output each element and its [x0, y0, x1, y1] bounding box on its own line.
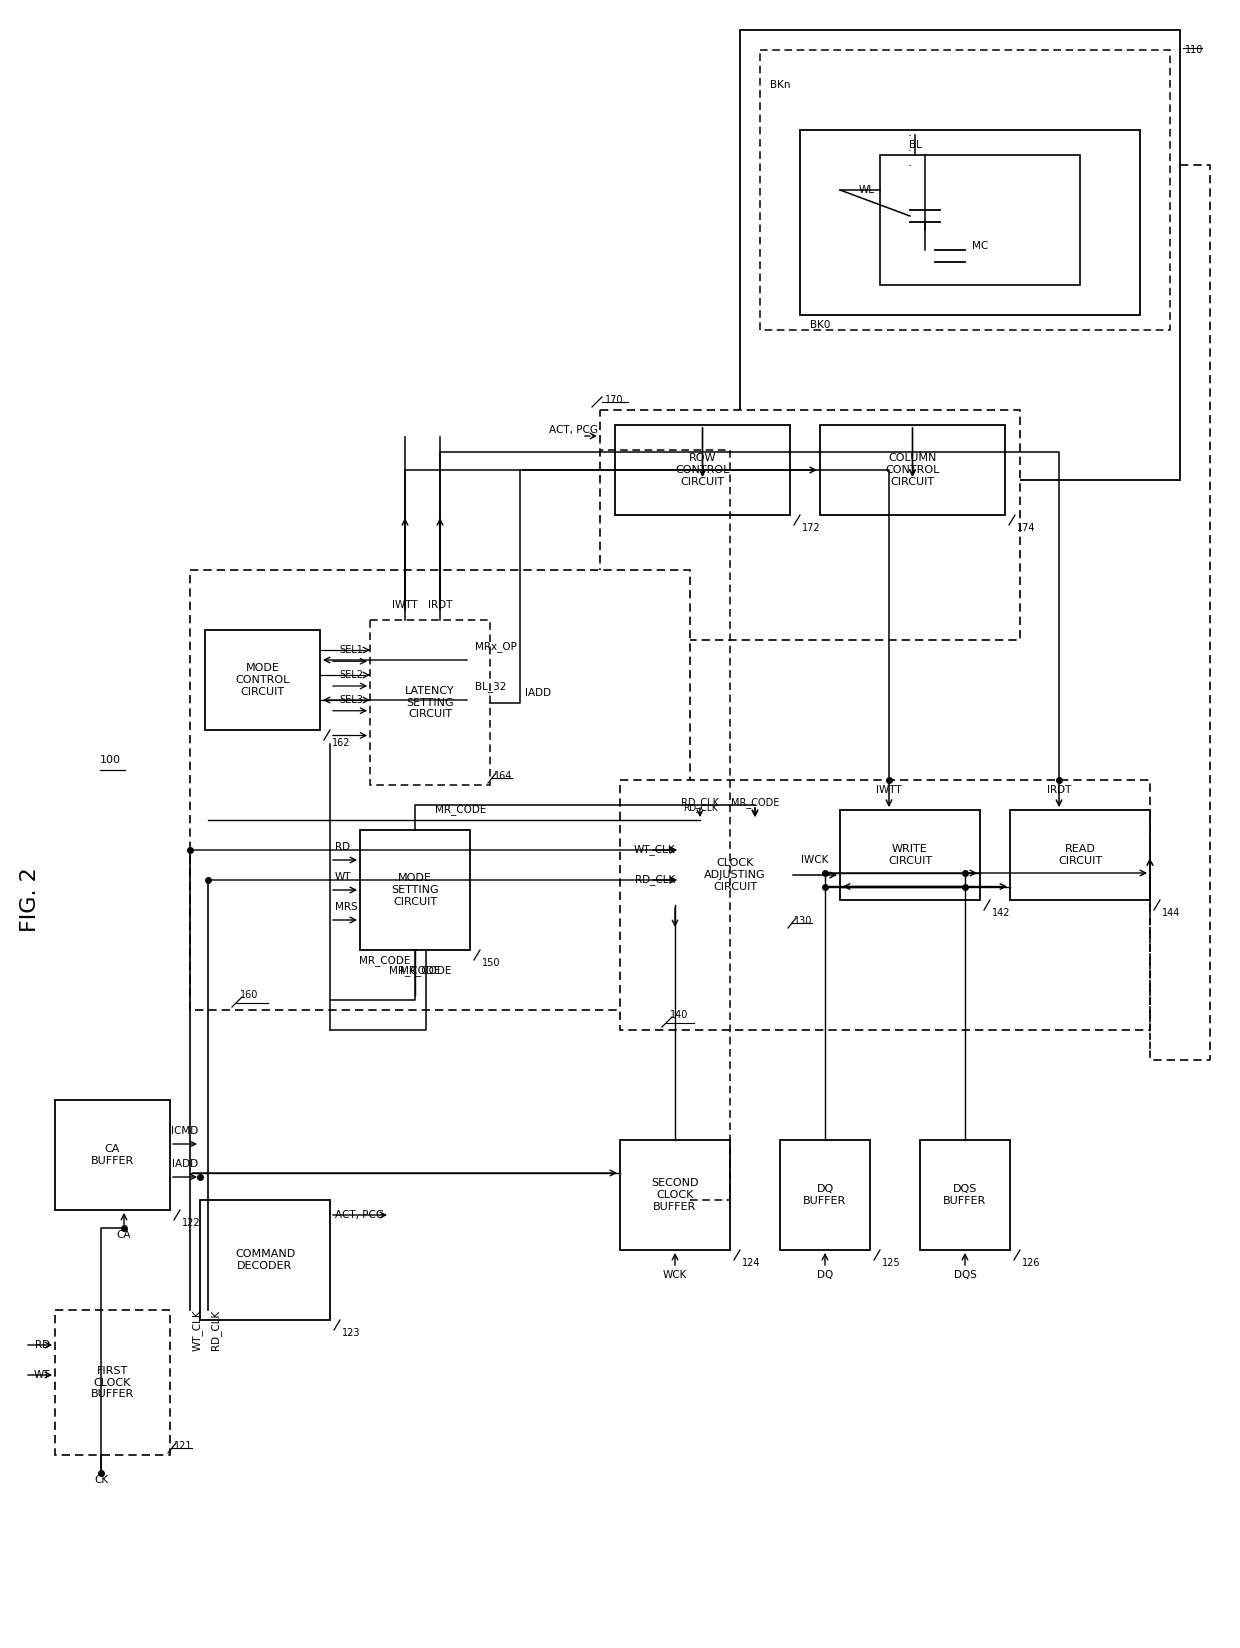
Text: 170: 170	[605, 396, 624, 405]
Text: BKn: BKn	[770, 81, 791, 91]
Text: ACT, PCG: ACT, PCG	[335, 1210, 384, 1220]
Text: DQS: DQS	[954, 1271, 976, 1280]
Bar	[620, 780, 1149, 1030]
Text: FIG. 2: FIG. 2	[20, 867, 40, 933]
Text: IADD: IADD	[172, 1159, 198, 1168]
Text: 150: 150	[482, 957, 501, 967]
Text: MR_CODE: MR_CODE	[358, 954, 410, 966]
Text: BK0: BK0	[810, 320, 831, 330]
Text: RD_CLK: RD_CLK	[683, 803, 718, 812]
Text: WT: WT	[33, 1369, 50, 1379]
Text: WCK: WCK	[663, 1271, 687, 1280]
Bar	[839, 811, 980, 900]
Text: 144: 144	[1162, 908, 1180, 918]
Bar	[55, 1310, 170, 1455]
Text: DQ: DQ	[817, 1271, 833, 1280]
Bar	[820, 425, 1004, 516]
Text: MODE
CONTROL
CIRCUIT: MODE CONTROL CIRCUIT	[236, 664, 290, 697]
Bar	[760, 49, 1171, 330]
Text: 124: 124	[742, 1257, 760, 1267]
Text: IWTT: IWTT	[877, 784, 901, 794]
Bar	[680, 821, 790, 929]
Text: IRDT: IRDT	[1047, 784, 1071, 794]
Text: BL: BL	[909, 140, 921, 150]
Text: 162: 162	[332, 738, 351, 748]
Text: ROW
CONTROL
CIRCUIT: ROW CONTROL CIRCUIT	[676, 453, 729, 486]
Text: RD_CLK: RD_CLK	[635, 875, 675, 885]
Text: ACT, PCG: ACT, PCG	[549, 425, 598, 435]
Text: MODE
SETTING
CIRCUIT: MODE SETTING CIRCUIT	[391, 873, 439, 906]
Text: CA: CA	[117, 1229, 131, 1239]
Text: DQS
BUFFER: DQS BUFFER	[944, 1185, 987, 1206]
Bar	[1011, 811, 1149, 900]
Text: MRS: MRS	[335, 901, 357, 911]
Text: 121: 121	[174, 1440, 192, 1450]
Text: 110: 110	[1185, 44, 1203, 54]
Text: IWCK: IWCK	[801, 855, 828, 865]
Text: CK: CK	[94, 1475, 108, 1485]
Bar	[200, 1200, 330, 1320]
Text: WRITE
CIRCUIT: WRITE CIRCUIT	[888, 844, 932, 865]
Text: ICMD: ICMD	[171, 1126, 198, 1135]
Text: MRx_OP: MRx_OP	[475, 641, 517, 653]
Text: CLOCK
ADJUSTING
CIRCUIT: CLOCK ADJUSTING CIRCUIT	[704, 859, 766, 892]
Bar	[880, 155, 1080, 285]
Bar	[205, 630, 320, 730]
Text: COLUMN
CONTROL
CIRCUIT: COLUMN CONTROL CIRCUIT	[885, 453, 940, 486]
Text: READ
CIRCUIT: READ CIRCUIT	[1058, 844, 1102, 865]
Text: MR_CODE: MR_CODE	[401, 966, 451, 976]
Bar	[740, 30, 1180, 480]
Bar	[190, 570, 689, 1010]
Text: 122: 122	[182, 1218, 201, 1228]
Bar	[600, 410, 1021, 639]
Bar	[920, 1140, 1011, 1249]
Text: WT_CLK: WT_CLK	[634, 844, 675, 855]
Text: WT: WT	[335, 872, 351, 882]
Bar	[55, 1099, 170, 1210]
Text: MR_CODE: MR_CODE	[389, 966, 440, 976]
Text: 164: 164	[494, 771, 512, 781]
Text: BL_32: BL_32	[475, 681, 506, 692]
Text: 140: 140	[670, 1010, 688, 1020]
Text: 123: 123	[342, 1328, 361, 1338]
Text: RD_CLK: RD_CLK	[210, 1310, 221, 1350]
Text: IRDT: IRDT	[428, 600, 453, 610]
Text: MC: MC	[972, 241, 988, 250]
Text: 125: 125	[882, 1257, 900, 1267]
Text: COMMAND
DECODER: COMMAND DECODER	[234, 1249, 295, 1271]
Bar	[780, 1140, 870, 1249]
Text: SEL1: SEL1	[339, 644, 363, 654]
Text: LATENCY
SETTING
CIRCUIT: LATENCY SETTING CIRCUIT	[405, 686, 455, 719]
Text: DQ
BUFFER: DQ BUFFER	[804, 1185, 847, 1206]
Text: RD: RD	[335, 842, 350, 852]
Text: 126: 126	[1022, 1257, 1040, 1267]
Text: 172: 172	[802, 522, 821, 532]
Text: MR_CODE: MR_CODE	[730, 798, 779, 808]
Bar	[370, 620, 490, 784]
Text: SEL2: SEL2	[339, 671, 363, 681]
Text: SECOND
CLOCK
BUFFER: SECOND CLOCK BUFFER	[651, 1178, 699, 1211]
Text: WL: WL	[859, 185, 875, 194]
Text: MR_CODE: MR_CODE	[435, 804, 486, 816]
Text: RD_CLK: RD_CLK	[681, 798, 719, 808]
Text: IWTT: IWTT	[392, 600, 418, 610]
Text: 160: 160	[241, 990, 258, 1000]
Bar	[800, 130, 1140, 315]
Text: WT_CLK: WT_CLK	[192, 1309, 203, 1351]
Bar	[615, 425, 790, 516]
Text: RD: RD	[35, 1340, 50, 1350]
Bar	[360, 831, 470, 949]
Text: SEL3: SEL3	[339, 695, 363, 705]
Text: FIRST
CLOCK
BUFFER: FIRST CLOCK BUFFER	[91, 1366, 134, 1399]
Text: ·
·
·: · · ·	[908, 130, 911, 173]
Text: IADD: IADD	[525, 687, 551, 697]
Bar	[620, 1140, 730, 1249]
Text: CA
BUFFER: CA BUFFER	[91, 1144, 134, 1165]
Text: 142: 142	[992, 908, 1011, 918]
Text: 130: 130	[794, 916, 812, 926]
Text: 174: 174	[1017, 522, 1035, 532]
Text: 100: 100	[100, 755, 122, 765]
